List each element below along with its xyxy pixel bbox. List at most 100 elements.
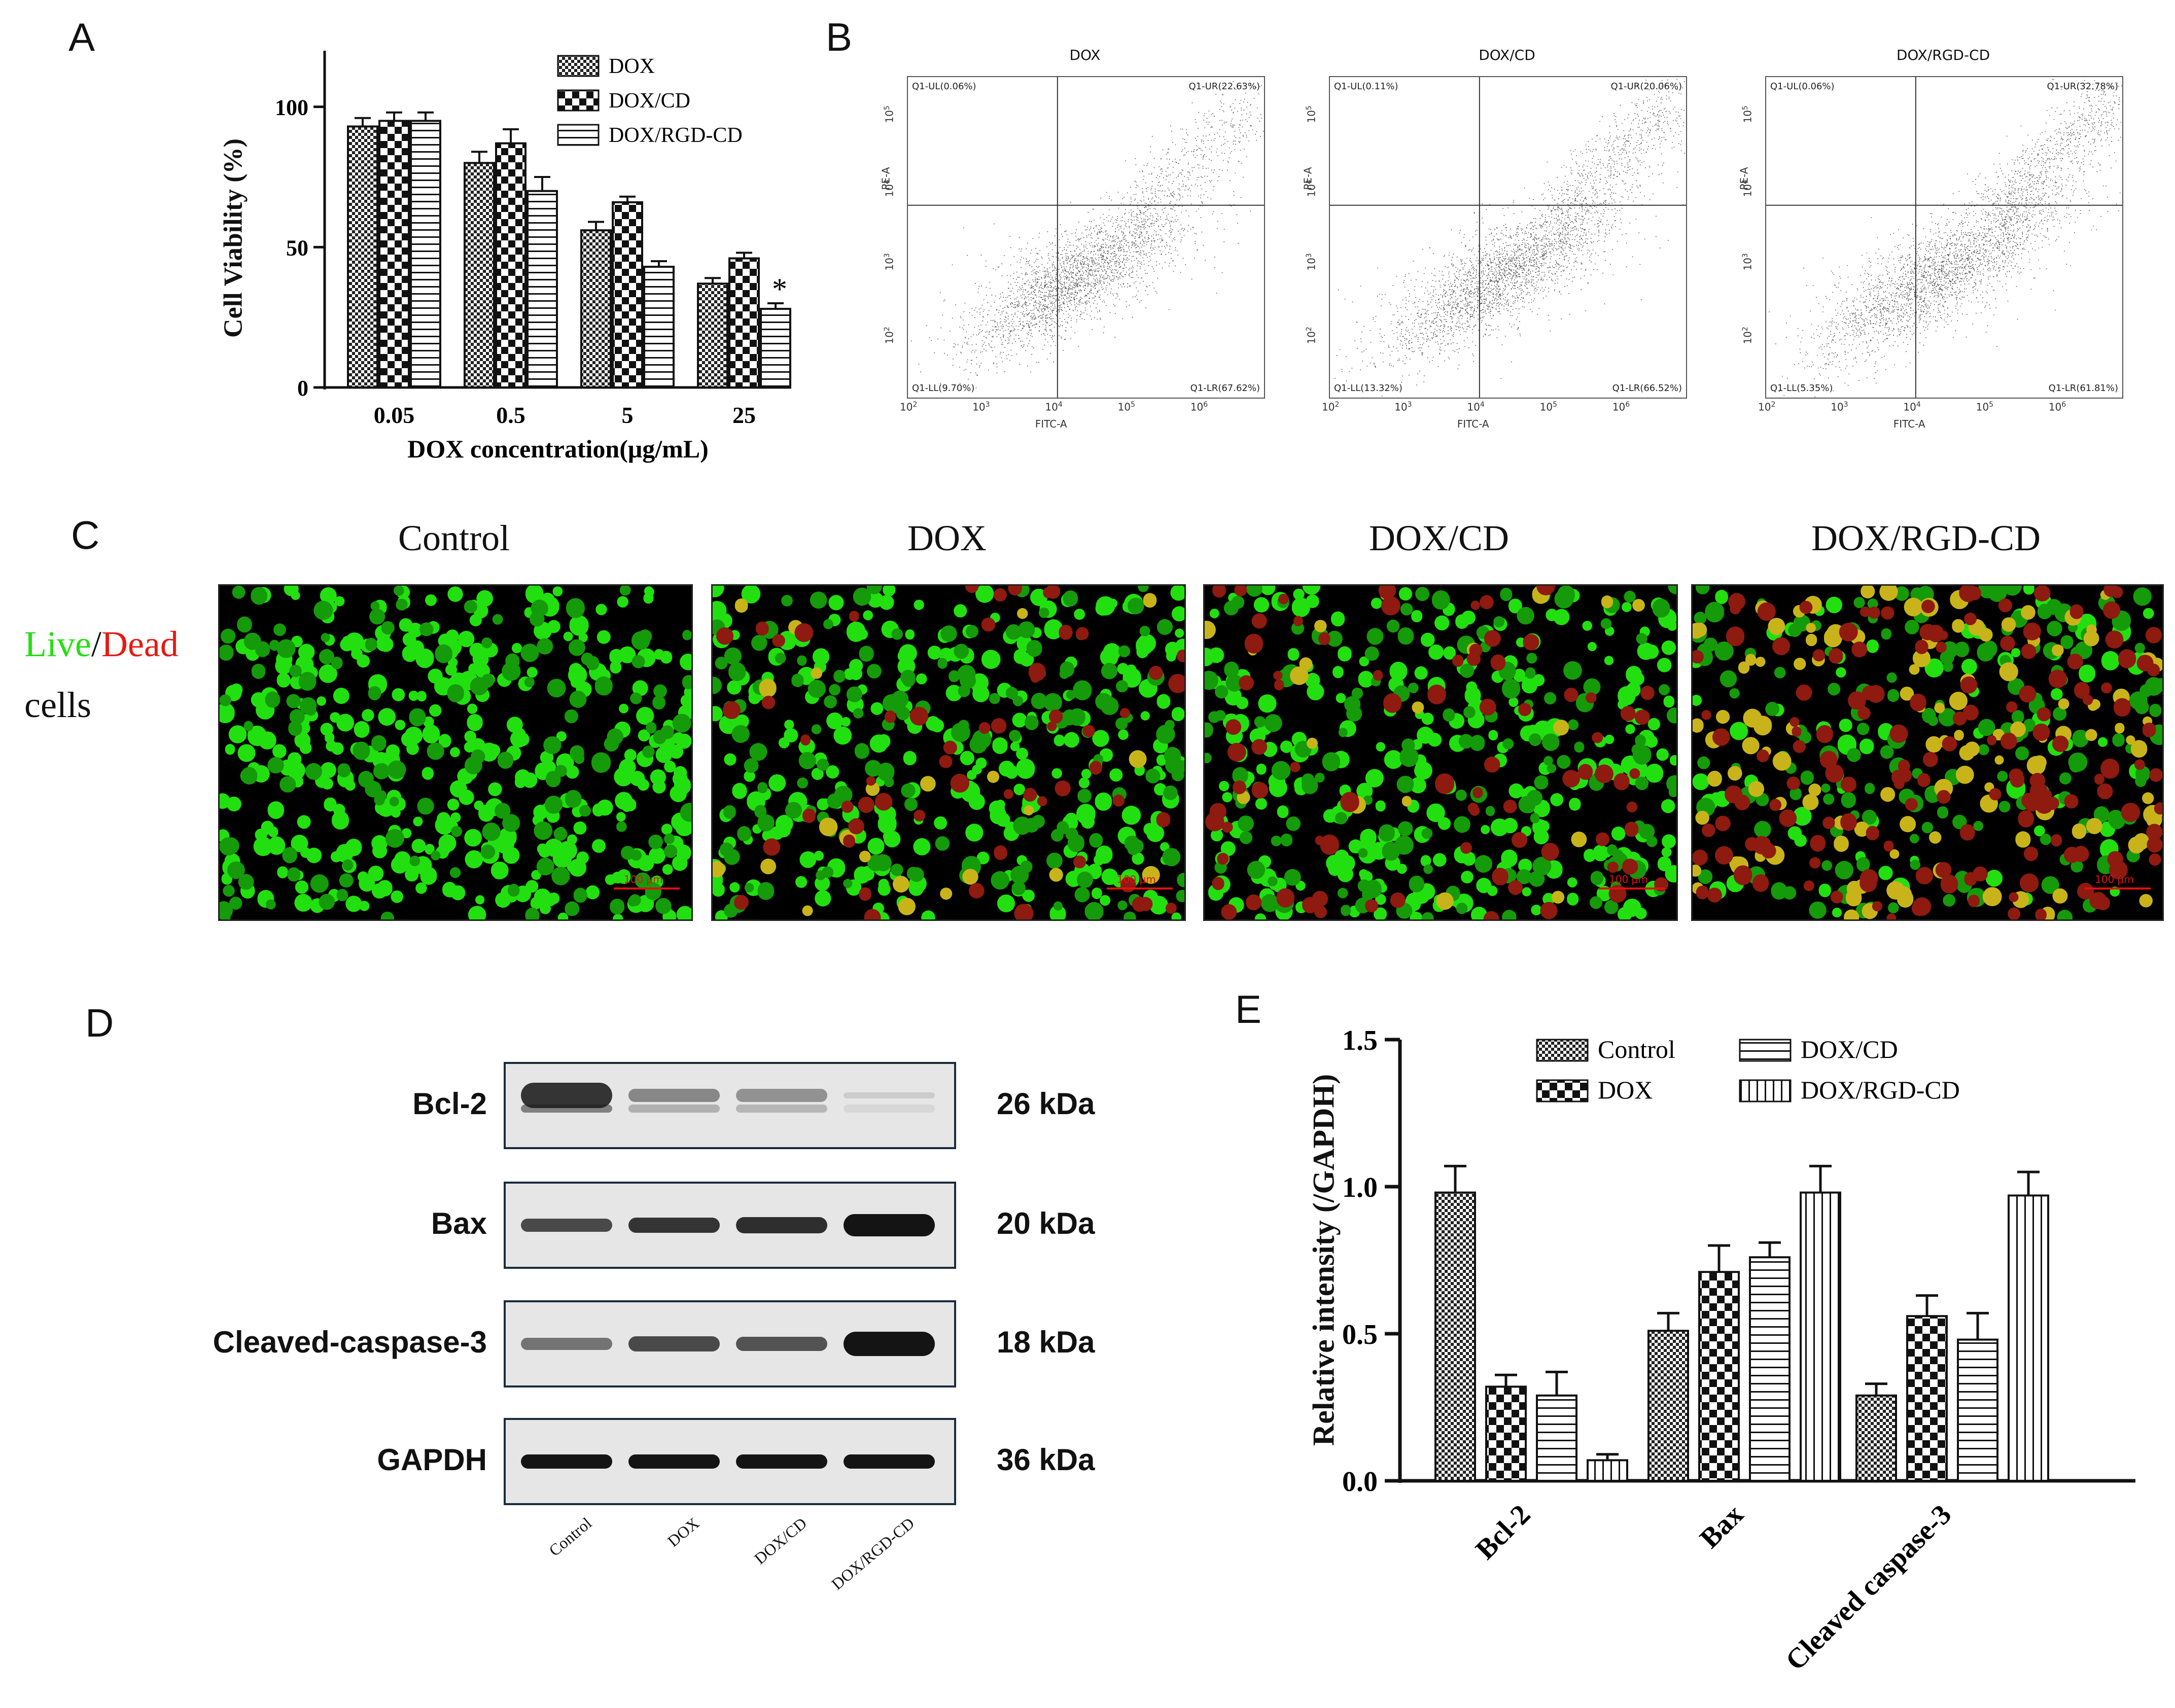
tick-base: 10 <box>900 401 913 413</box>
blot-band <box>844 1214 935 1236</box>
blot-bands <box>521 1332 935 1356</box>
tick-exp: 3 <box>1407 401 1412 409</box>
tick-exp: 3 <box>1843 401 1848 409</box>
blot-kda-label: 20 kDa <box>997 1206 1095 1240</box>
tick-base: 10 <box>1305 110 1318 123</box>
micrograph-cells <box>713 586 1184 919</box>
tick-base: 10 <box>1741 110 1754 123</box>
legend-swatch <box>557 124 600 146</box>
tick-exp: 2 <box>883 327 891 332</box>
bar-dox <box>580 229 612 388</box>
micrograph <box>1691 584 2164 921</box>
tick-exp: 5 <box>1553 401 1557 409</box>
tick-exp: 5 <box>1305 105 1313 111</box>
flow-scatter <box>1766 77 2122 398</box>
bar-dox-rgd-cd <box>1800 1191 1841 1482</box>
quadrant-lr-label: Q1-LR(66.52%) <box>1612 383 1682 394</box>
flow-x-axis-label: FITC-A <box>1457 418 1489 430</box>
flow-plot: Q1-UL(0.06%) Q1-UR(22.63%) Q1-LL(9.70%) Q1-… <box>907 76 1265 399</box>
tick-exp: 4 <box>1916 401 1921 409</box>
bar-dox <box>464 162 495 388</box>
legend-label: DOX <box>1598 1076 1653 1104</box>
bar-dox <box>1906 1315 1948 1482</box>
bar-dox-rgd-cd <box>527 190 558 388</box>
blot-band <box>628 1336 720 1351</box>
tick-base: 10 <box>1117 401 1131 413</box>
bar-dox <box>347 125 378 388</box>
blot-bands <box>521 1454 935 1469</box>
legend-swatch <box>1739 1039 1792 1062</box>
flow-y-axis-label: PE-A <box>880 167 892 190</box>
tick-base: 10 <box>1976 401 1989 413</box>
tick-exp: 5 <box>1131 401 1135 409</box>
tick-base: 10 <box>883 331 896 344</box>
live-cells <box>220 586 691 919</box>
tick-base: 10 <box>1741 331 1754 344</box>
flow-x-tick: 103 <box>1394 401 1412 413</box>
blot-lane-label: DOX/RGD-CD <box>828 1514 918 1593</box>
blot-band <box>844 1454 935 1469</box>
flow-plot: Q1-UL(0.11%) Q1-UR(20.06%) Q1-LL(13.32%) Q1… <box>1329 76 1687 399</box>
legend-label: DOX/RGD-CD <box>1801 1076 1960 1104</box>
tick-exp: 2 <box>913 401 918 409</box>
blot-band <box>844 1332 935 1356</box>
flow-y-tick: 105 <box>1305 105 1318 123</box>
flow-plot-title: DOX <box>1069 47 1101 63</box>
quadrant-ul-label: Q1-UL(0.06%) <box>912 81 976 92</box>
tick-exp: 6 <box>1203 401 1208 409</box>
yellow-cells <box>713 593 1160 916</box>
legend-swatch <box>1536 1039 1589 1062</box>
bar-dox-rgd-cd <box>760 308 791 388</box>
flow-plot-title: DOX/CD <box>1479 47 1535 63</box>
tick-exp: 4 <box>1480 401 1485 409</box>
flow-x-tick: 102 <box>1322 401 1339 413</box>
flow-y-axis-label: PE-A <box>1302 167 1314 190</box>
blot-strip <box>504 1062 956 1149</box>
flow-y-tick: 102 <box>883 327 896 344</box>
dead-cells <box>1693 586 2162 919</box>
quadrant-ur-label: Q1-UR(32.78%) <box>2047 81 2118 92</box>
live-cells-dim <box>1693 586 2162 919</box>
blot-strip <box>504 1300 956 1387</box>
quadrant-lr-label: Q1-LR(67.62%) <box>1190 383 1260 394</box>
scale-bar-label: 100 μm <box>1609 873 1648 885</box>
blot-band <box>521 1338 612 1350</box>
flow-x-tick: 104 <box>1045 401 1062 413</box>
micrograph <box>218 584 693 921</box>
bar-control <box>1855 1394 1897 1482</box>
tick-exp: 3 <box>1741 253 1749 258</box>
tick-base: 10 <box>1539 401 1553 413</box>
blot-kda-label: 36 kDa <box>997 1443 1095 1477</box>
blot-protein-label: GAPDH <box>377 1443 487 1477</box>
scale-bar-label: 100 μm <box>624 873 663 885</box>
dead-cells <box>716 586 1184 919</box>
scale-bar <box>1599 887 1665 889</box>
flow-x-tick: 106 <box>1190 401 1208 413</box>
bar-dox-rgd-cd <box>1587 1459 1628 1482</box>
tick-exp: 2 <box>1741 327 1749 332</box>
flow-x-tick: 106 <box>2049 401 2066 413</box>
bar-dox-rgd-cd <box>2008 1194 2049 1482</box>
quadrant-ll-label: Q1-LL(13.32%) <box>1334 383 1402 394</box>
ye-category-label: Cleaved caspase-3 <box>1780 1499 1958 1677</box>
tick-exp: 3 <box>883 253 891 258</box>
blot-band <box>521 1454 612 1469</box>
legend-swatch <box>1739 1079 1792 1102</box>
tick-exp: 2 <box>1305 327 1313 332</box>
blot-kda-label: 18 kDa <box>997 1325 1095 1359</box>
bar-dox-cd <box>728 257 760 389</box>
flow-x-tick: 102 <box>900 401 917 413</box>
blot-lane-label: Control <box>545 1514 595 1560</box>
micrograph-title: Control <box>398 518 510 558</box>
flow-y-tick: 103 <box>1305 253 1318 270</box>
flow-x-tick: 105 <box>1118 401 1135 413</box>
tick-exp: 5 <box>1741 105 1749 111</box>
micrograph-title: DOX <box>907 518 987 558</box>
flow-y-tick: 102 <box>1741 327 1754 344</box>
live-cells <box>1693 586 2154 918</box>
blot-protein-label: Bcl-2 <box>412 1087 487 1121</box>
tick-exp: 5 <box>883 105 891 111</box>
blot-lane-label: DOX/CD <box>751 1514 811 1568</box>
blot-band <box>844 1092 935 1098</box>
scale-bar <box>1107 887 1173 889</box>
